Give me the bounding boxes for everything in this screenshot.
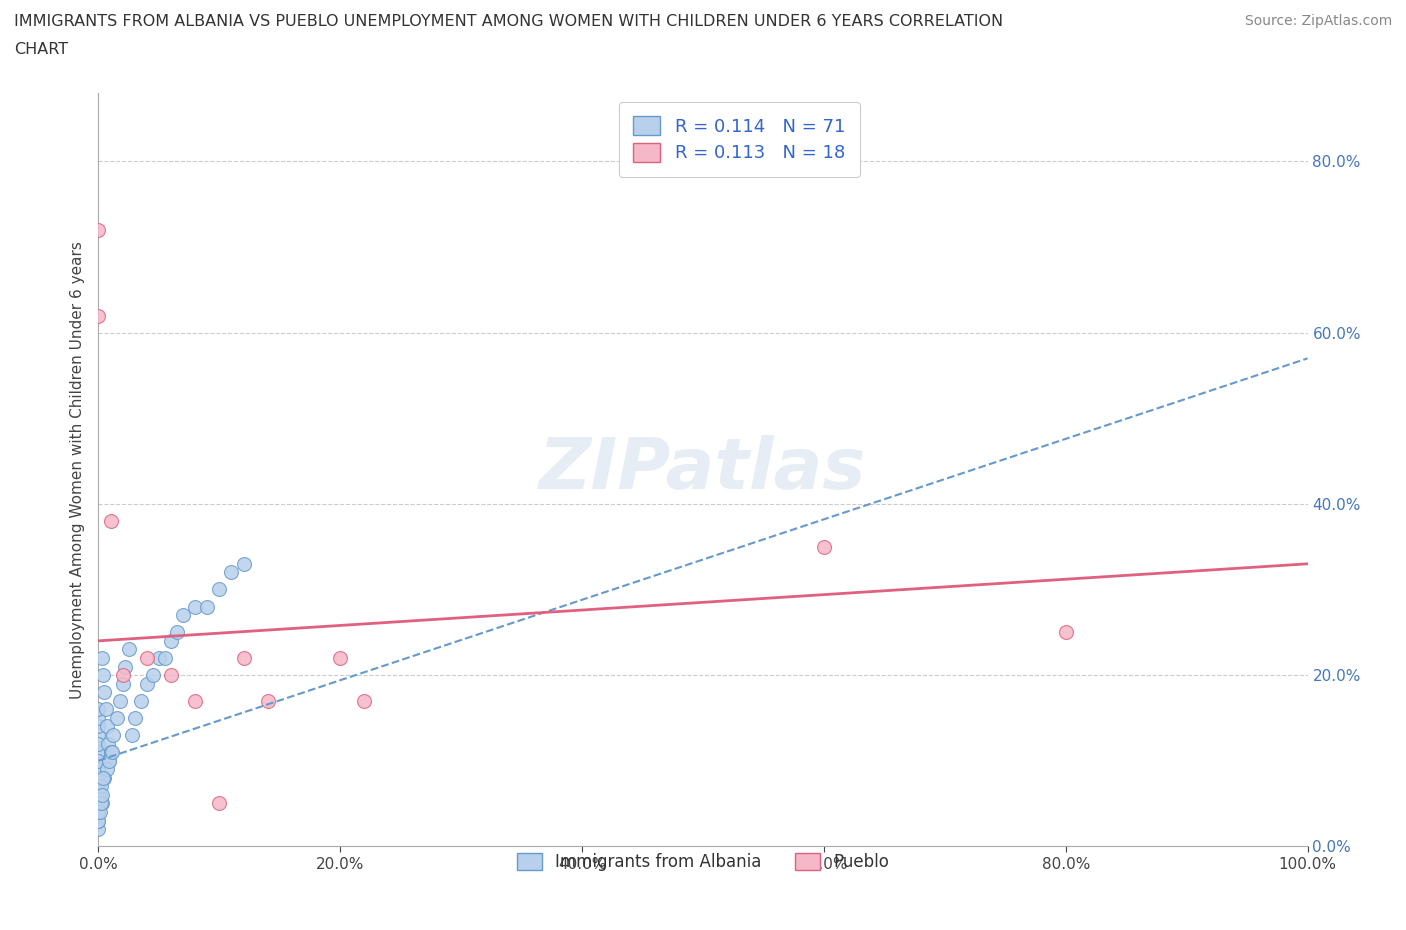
Point — [91, 796, 114, 811]
Point — [208, 582, 231, 597]
Point — [208, 796, 231, 811]
Point — [135, 676, 157, 691]
Point — [87, 308, 110, 323]
Point — [91, 788, 114, 803]
Point — [108, 694, 131, 709]
Point — [96, 762, 118, 777]
Point — [87, 770, 110, 785]
Point — [91, 668, 114, 683]
Point — [1054, 625, 1077, 640]
Point — [93, 770, 115, 785]
Y-axis label: Unemployment Among Women with Children Under 6 years: Unemployment Among Women with Children U… — [69, 241, 84, 698]
Point — [121, 727, 143, 742]
Point — [87, 813, 110, 828]
Text: IMMIGRANTS FROM ALBANIA VS PUEBLO UNEMPLOYMENT AMONG WOMEN WITH CHILDREN UNDER 6: IMMIGRANTS FROM ALBANIA VS PUEBLO UNEMPL… — [14, 14, 1004, 29]
Point — [87, 711, 110, 725]
Point — [111, 676, 134, 691]
Point — [105, 711, 128, 725]
Legend: Immigrants from Albania, Pueblo: Immigrants from Albania, Pueblo — [505, 842, 901, 883]
Point — [221, 565, 243, 579]
Point — [94, 702, 117, 717]
Point — [87, 753, 110, 768]
Point — [135, 651, 157, 666]
Point — [87, 813, 110, 828]
Point — [153, 651, 176, 666]
Point — [329, 651, 352, 666]
Point — [114, 659, 136, 674]
Point — [353, 694, 375, 709]
Point — [87, 719, 110, 734]
Point — [87, 753, 110, 768]
Point — [101, 727, 124, 742]
Point — [87, 822, 110, 837]
Point — [87, 762, 110, 777]
Point — [160, 668, 183, 683]
Point — [87, 804, 110, 819]
Text: ZIPatlas: ZIPatlas — [540, 435, 866, 504]
Point — [256, 694, 278, 709]
Text: CHART: CHART — [14, 42, 67, 57]
Point — [87, 727, 110, 742]
Point — [118, 642, 141, 657]
Text: Source: ZipAtlas.com: Source: ZipAtlas.com — [1244, 14, 1392, 28]
Point — [813, 539, 835, 554]
Point — [142, 668, 165, 683]
Point — [89, 804, 111, 819]
Point — [87, 753, 110, 768]
Point — [87, 737, 110, 751]
Point — [148, 651, 170, 666]
Point — [87, 745, 110, 760]
Point — [160, 633, 183, 648]
Point — [124, 711, 146, 725]
Point — [91, 770, 114, 785]
Point — [184, 599, 207, 614]
Point — [87, 762, 110, 777]
Point — [166, 625, 188, 640]
Point — [100, 513, 122, 528]
Point — [184, 694, 207, 709]
Point — [100, 745, 122, 760]
Point — [232, 556, 254, 571]
Point — [111, 668, 134, 683]
Point — [91, 651, 114, 666]
Point — [97, 737, 120, 751]
Point — [87, 796, 110, 811]
Point — [98, 753, 121, 768]
Point — [87, 745, 110, 760]
Point — [129, 694, 152, 709]
Point — [87, 222, 110, 237]
Point — [87, 702, 110, 717]
Point — [87, 737, 110, 751]
Point — [87, 770, 110, 785]
Point — [100, 745, 122, 760]
Point — [87, 804, 110, 819]
Point — [232, 651, 254, 666]
Point — [90, 796, 112, 811]
Point — [96, 719, 118, 734]
Point — [89, 788, 111, 803]
Point — [93, 684, 115, 699]
Point — [87, 788, 110, 803]
Point — [172, 607, 194, 622]
Point — [98, 753, 121, 768]
Point — [87, 796, 110, 811]
Point — [87, 779, 110, 794]
Point — [195, 599, 218, 614]
Point — [87, 796, 110, 811]
Point — [87, 788, 110, 803]
Point — [87, 762, 110, 777]
Point — [87, 804, 110, 819]
Point — [87, 779, 110, 794]
Point — [87, 770, 110, 785]
Point — [90, 779, 112, 794]
